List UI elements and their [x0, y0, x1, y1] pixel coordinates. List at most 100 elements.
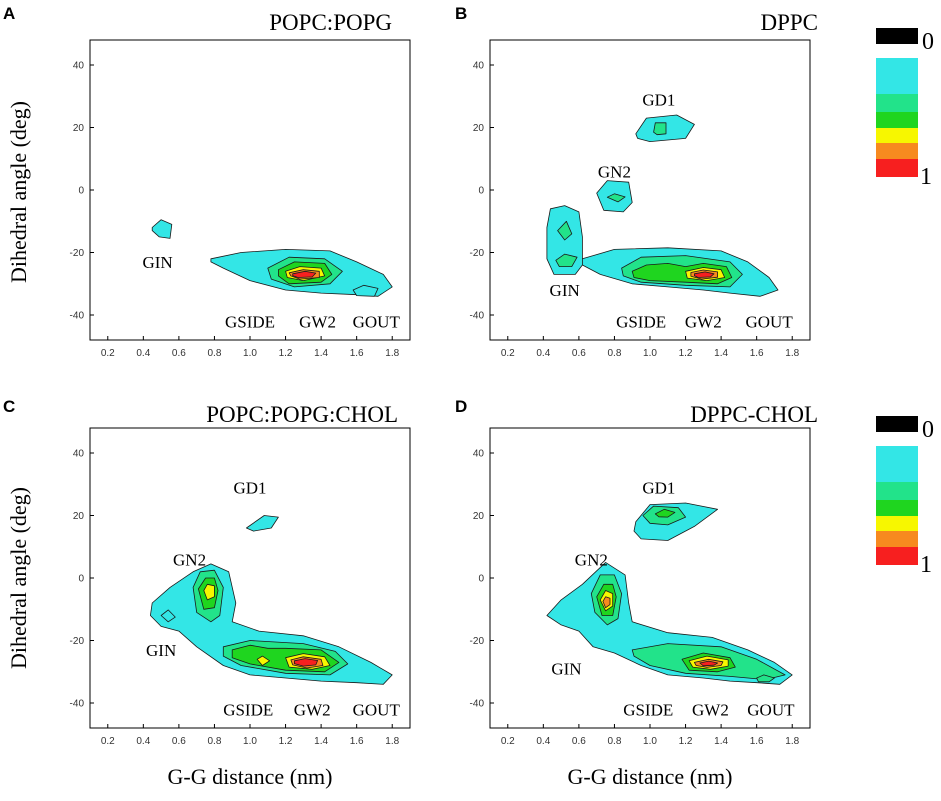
panel-c-contour-level-4	[203, 583, 215, 601]
region-label-gout: GOUT	[353, 312, 401, 331]
colorbar-top-one-label: 1	[920, 164, 932, 190]
x-tick-label: 0.2	[501, 736, 515, 747]
panel-a-annotations: GIN GSIDE GW2 GOUT	[142, 253, 400, 331]
x-tick-label: 1.6	[350, 736, 364, 747]
panel-d-axes: 0.2 0.4 0.6 0.8 1.0 1.2 1.4 1.6 1.8 -40 -20 0 20 40	[470, 449, 800, 748]
panel-d-annotations: GD1 GN2 GIN GSIDE GW2 GOUT	[551, 478, 795, 719]
panel-d-letter: D	[455, 397, 467, 416]
panel-a-contour-level-1	[151, 219, 173, 239]
x-tick-label: 0.2	[101, 736, 115, 747]
x-tick-label: 0.8	[207, 348, 221, 359]
panel-b-contour-level-2	[606, 193, 626, 203]
panel-b-contour-level-6	[694, 271, 715, 278]
panel-c-contour-level-1	[160, 609, 176, 623]
panel-b-title: DPPC	[760, 10, 818, 35]
x-tick-label: 1.0	[243, 736, 257, 747]
panel-d-contour-level-3	[654, 508, 676, 518]
panel-b-annotations: GD1 GN2 GIN GSIDE GW2 GOUT	[550, 90, 794, 331]
region-label-gn2: GN2	[575, 550, 608, 569]
colorbar-swatch	[876, 128, 918, 143]
panel-c-x-axis-label: G-G distance (nm)	[168, 764, 333, 789]
x-tick-label: 1.6	[350, 348, 364, 359]
region-label-gout: GOUT	[353, 700, 401, 719]
colorbar-top-zero-label: 0	[922, 29, 934, 55]
region-label-gside: GSIDE	[223, 700, 273, 719]
y-tick-label: 40	[73, 449, 85, 460]
panel-c-y-axis-label: Dihedral angle (deg)	[6, 487, 31, 669]
panel-c-contours	[150, 515, 393, 685]
x-tick-label: 0.4	[136, 348, 150, 359]
colorbar-bottom-zero-label: 0	[922, 417, 934, 443]
region-label-gd1: GD1	[642, 90, 675, 109]
x-tick-label: 1.0	[243, 348, 257, 359]
panel-c-contour-level-4	[256, 655, 270, 666]
region-label-gout: GOUT	[747, 700, 795, 719]
panel-a-letter: A	[3, 4, 15, 23]
y-tick-label: 40	[473, 449, 485, 460]
panel-c: C POPC:POPG:CHOL Dihedral angle (deg) 0.…	[3, 397, 411, 789]
colorbar-bottom	[876, 416, 918, 565]
region-label-gw2: GW2	[685, 312, 722, 331]
panel-c-contour-level-6	[294, 658, 318, 667]
y-tick-label: 0	[78, 186, 84, 197]
panel-d-contours	[546, 502, 793, 685]
x-tick-label: 1.8	[785, 736, 799, 747]
x-tick-label: 1.8	[785, 348, 799, 359]
colorbar-swatch	[876, 94, 918, 112]
panel-b-contour-level-2	[557, 220, 573, 241]
x-tick-label: 0.6	[172, 348, 186, 359]
x-tick-label: 1.6	[750, 348, 764, 359]
x-tick-label: 0.8	[607, 348, 621, 359]
y-tick-label: -20	[470, 636, 485, 647]
region-label-gside: GSIDE	[616, 312, 666, 331]
x-tick-label: 1.2	[279, 736, 293, 747]
x-tick-label: 0.2	[501, 348, 515, 359]
panel-a-contour-level-6	[292, 270, 317, 278]
colorbar-swatch	[876, 28, 918, 44]
y-tick-label: -40	[470, 311, 485, 322]
panel-a: A POPC:POPG Dihedral angle (deg) 0.2 0.4 0…	[3, 4, 411, 359]
region-label-gn2: GN2	[173, 550, 206, 569]
y-tick-label: 20	[73, 511, 85, 522]
colorbar-swatch	[876, 58, 918, 94]
x-tick-label: 0.8	[207, 736, 221, 747]
panel-a-y-axis-label: Dihedral angle (deg)	[6, 101, 31, 283]
x-tick-label: 1.4	[714, 348, 728, 359]
region-label-gd1: GD1	[233, 478, 266, 497]
y-tick-label: -20	[70, 248, 85, 259]
colorbar-swatch	[876, 531, 918, 547]
region-label-gin: GIN	[146, 641, 176, 660]
x-tick-label: 1.8	[385, 348, 399, 359]
panel-b-contours	[546, 114, 779, 297]
y-tick-label: 40	[73, 61, 85, 72]
x-tick-label: 0.6	[172, 736, 186, 747]
colorbar-swatch	[876, 500, 918, 516]
colorbar-swatch	[876, 112, 918, 128]
x-tick-label: 0.6	[572, 348, 586, 359]
region-label-gw2: GW2	[692, 700, 729, 719]
colorbar-swatch	[876, 516, 918, 531]
panel-d: D DPPC-CHOL 0.2 0.4 0.6 0.8 1.0 1.2 1.4 1.6 1.8 -…	[455, 397, 818, 789]
panel-a-contours	[151, 219, 393, 297]
y-tick-label: -20	[470, 248, 485, 259]
region-label-gw2: GW2	[294, 700, 331, 719]
region-label-gside: GSIDE	[623, 700, 673, 719]
colorbar-swatch	[876, 482, 918, 500]
y-tick-label: 0	[478, 574, 484, 585]
region-label-gout: GOUT	[746, 312, 794, 331]
region-label-gd1: GD1	[642, 478, 675, 497]
x-tick-label: 1.4	[714, 736, 728, 747]
y-tick-label: 0	[478, 186, 484, 197]
y-tick-label: 20	[473, 511, 485, 522]
panel-d-x-axis-label: G-G distance (nm)	[568, 764, 733, 789]
panel-d-contour-level-2	[756, 674, 775, 683]
y-tick-label: -20	[70, 636, 85, 647]
y-tick-label: -40	[70, 699, 85, 710]
panel-d-contour-level-5	[602, 596, 611, 609]
y-tick-label: 0	[78, 574, 84, 585]
colorbar-swatch	[876, 446, 918, 482]
x-tick-label: 1.6	[750, 736, 764, 747]
colorbar-top	[876, 28, 918, 177]
region-label-gin: GIN	[550, 281, 580, 300]
